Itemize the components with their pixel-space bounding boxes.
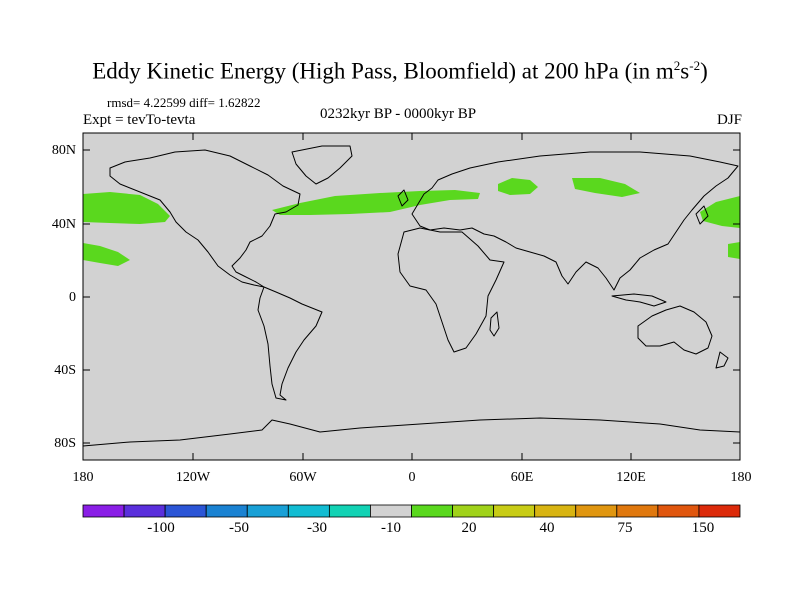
lon-label-60e: 60E: [510, 470, 534, 485]
lon-label-120w: 120W: [175, 470, 211, 485]
colorbar-label: -100: [147, 520, 175, 536]
colorbar-swatch: [205, 504, 248, 518]
coast-eurasia: [411, 151, 739, 291]
anomaly-siberia-east: [572, 178, 640, 197]
colorbar-label: 150: [691, 520, 715, 536]
anomaly-pacific-subtropic-east: [728, 242, 740, 259]
lat-label-80s: 80S: [54, 436, 76, 451]
colorbar-label: 40: [539, 520, 555, 536]
lat-label-0: 0: [69, 290, 76, 305]
colorbar-swatch: [164, 504, 207, 518]
colorbar-swatch: [534, 504, 577, 518]
colorbar-swatch: [698, 504, 741, 518]
colorbar-swatch: [246, 504, 289, 518]
lon-label-180e: 180: [730, 470, 752, 485]
coast-madagascar: [489, 311, 500, 337]
colorbar-swatch: [287, 504, 330, 518]
anomaly-pacific-subtropic: [83, 243, 130, 266]
anomaly-north-pacific-east: [700, 196, 740, 228]
colorbar-swatch: [657, 504, 700, 518]
colorbar-label: -50: [229, 520, 249, 536]
coast-north-america: [109, 149, 301, 288]
colorbar-swatch: [328, 504, 371, 518]
colorbar-swatch: [493, 504, 536, 518]
map-frame: [82, 132, 741, 461]
colorbar-swatch: [616, 504, 659, 518]
plot-title: Eddy Kinetic Energy (High Pass, Bloomfie…: [92, 58, 708, 84]
lat-label-40n: 40N: [51, 217, 76, 232]
anomaly-siberia-west: [498, 178, 538, 195]
lat-label-40s: 40S: [54, 363, 76, 378]
colorbar-swatch: [82, 504, 125, 518]
experiment-label: Expt = tevTo-tevta: [83, 112, 196, 128]
colorbar-swatch: [370, 504, 412, 518]
period-label: 0232kyr BP - 0000kyr BP: [320, 106, 477, 122]
coast-africa: [397, 227, 505, 353]
anomaly-north-atlantic: [272, 190, 480, 215]
coast-greenland: [291, 145, 353, 185]
lat-label-80n: 80N: [51, 143, 76, 158]
lon-label-180w: 180: [72, 470, 94, 485]
coast-antarctica: [82, 417, 741, 447]
colorbar-label: -30: [307, 520, 327, 536]
colorbar-swatch: [411, 504, 453, 518]
coast-uk: [397, 189, 409, 207]
anomaly-north-pacific-west: [83, 192, 170, 224]
season-label: DJF: [716, 112, 742, 128]
colorbar-swatch: [575, 504, 618, 518]
coast-australia: [637, 305, 713, 355]
coast-south-america: [257, 286, 323, 401]
colorbar: [82, 504, 741, 518]
coast-indonesia: [611, 293, 667, 307]
coast-japan: [695, 205, 709, 225]
colorbar-swatch: [452, 504, 495, 518]
colorbar-swatch: [123, 504, 166, 518]
lon-label-0: 0: [408, 470, 416, 485]
stats-text: rmsd= 4.22599 diff= 1.62822: [107, 95, 261, 110]
lon-label-60w: 60W: [289, 470, 317, 485]
anomaly-regions: [83, 178, 740, 266]
coastlines: [82, 145, 741, 447]
map-background: [83, 133, 740, 460]
lon-label-120e: 120E: [616, 470, 646, 485]
colorbar-label: -10: [381, 520, 401, 536]
colorbar-label: 20: [461, 520, 477, 536]
colorbar-label: 75: [617, 520, 633, 536]
coast-new-zealand: [715, 351, 729, 369]
